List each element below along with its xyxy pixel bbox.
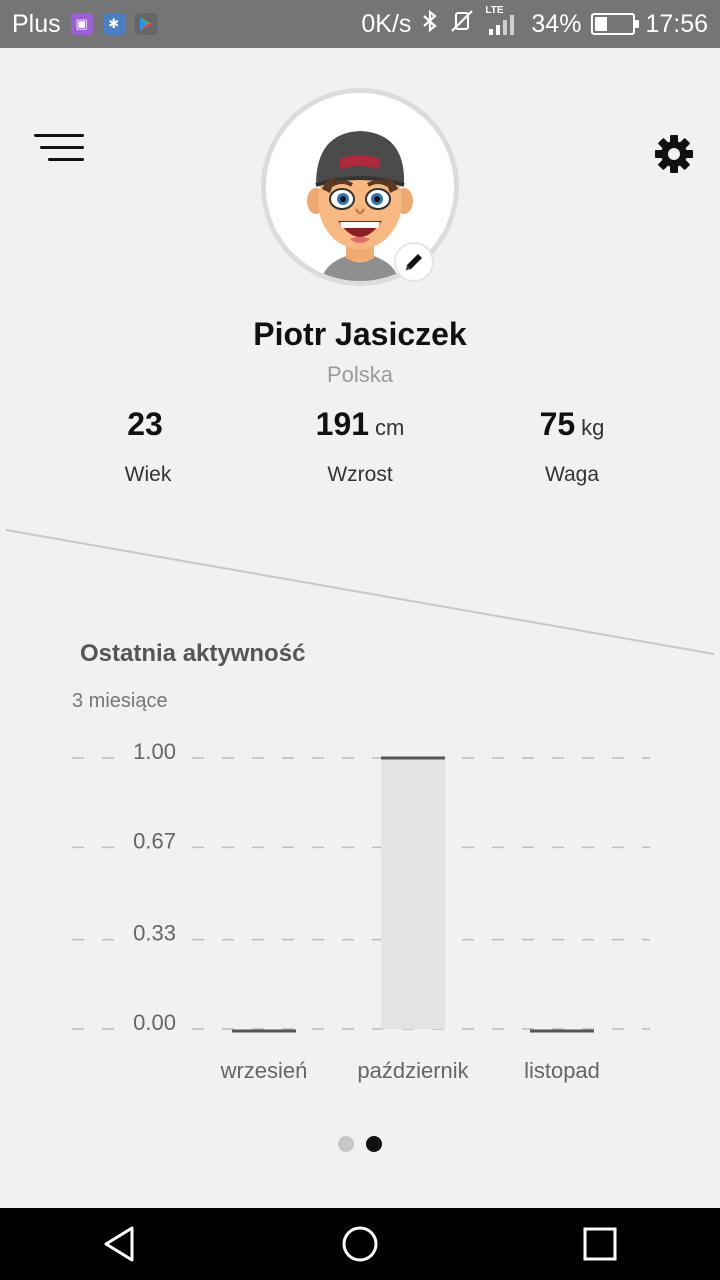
activity-range-label: 3 miesiące — [72, 690, 168, 712]
avatar-image — [266, 93, 454, 281]
profile-country: Polska — [326, 362, 394, 387]
navigation-bar — [0, 1208, 720, 1280]
stat-label: Waga — [544, 463, 600, 486]
pencil-icon — [406, 254, 422, 270]
section-divider — [5, 529, 715, 655]
back-triangle-icon — [104, 1226, 134, 1262]
stat-label: Wzrost — [327, 463, 393, 486]
tick-label-bg — [124, 1007, 188, 1035]
network-speed: 0K/s — [361, 9, 412, 38]
bluetooth-icon — [421, 9, 439, 39]
battery-icon — [591, 13, 640, 35]
recents-square-icon — [583, 1227, 617, 1261]
tick-label-bg — [124, 917, 188, 946]
gear-icon — [655, 135, 693, 173]
edit-avatar-button[interactable] — [394, 242, 434, 282]
battery-percent: 34% — [531, 9, 582, 38]
tick-label-bg — [124, 736, 188, 764]
stat-value: 75 — [539, 406, 576, 442]
gallery-app-icon: ▣ — [70, 13, 93, 35]
pager-dot[interactable] — [338, 1136, 354, 1152]
menu-icon-line — [40, 146, 84, 149]
recents-button[interactable] — [565, 1214, 635, 1274]
menu-button[interactable] — [34, 132, 86, 164]
stat-unit: cm — [375, 415, 405, 440]
y-tick-label: 0.33 — [133, 921, 176, 946]
stat-value: 23 — [127, 406, 163, 442]
menu-icon-line — [34, 134, 84, 137]
network-type-label: LTE — [485, 5, 504, 16]
home-circle-icon — [342, 1226, 378, 1262]
menu-icon-line — [48, 158, 84, 161]
settings-button[interactable] — [652, 132, 696, 176]
bluetooth-app-icon: ✱ — [102, 13, 125, 35]
stat-label: Wiek — [124, 463, 172, 486]
x-tick-label: wrzesień — [220, 1058, 308, 1083]
status-bar: Plus ▣ ✱ 0K/s LTE — [0, 0, 720, 48]
home-button[interactable] — [325, 1214, 395, 1274]
signal-icon: LTE — [485, 5, 521, 37]
stat-weight: 75 kg Waga — [452, 406, 692, 487]
profile-name: Piotr Jasiczek — [253, 316, 467, 352]
activity-title: Ostatnia aktywność — [80, 640, 306, 667]
tick-label-bg — [124, 825, 188, 854]
clock: 17:56 — [645, 9, 708, 38]
activity-chart: 0.00 0.33 0.67 1.00 wrzesień październik listo… — [72, 736, 650, 1083]
play-store-icon — [134, 13, 157, 35]
stat-age: 23 Wiek — [28, 406, 268, 487]
y-tick-label: 1.00 — [133, 739, 176, 764]
bar — [381, 758, 445, 1029]
stat-value: 191 — [315, 406, 370, 442]
x-tick-label: październik — [357, 1058, 469, 1083]
carrier-label: Plus — [12, 9, 61, 38]
y-tick-label: 0.67 — [133, 828, 176, 853]
stat-unit: kg — [581, 415, 605, 440]
vibrate-mute-icon — [449, 9, 475, 39]
avatar[interactable] — [261, 88, 459, 286]
pager-dot-active[interactable] — [366, 1136, 382, 1152]
y-tick-label: 0.00 — [133, 1010, 176, 1035]
back-button[interactable] — [85, 1214, 155, 1274]
pager-dots — [0, 1136, 720, 1152]
x-tick-label: listopad — [524, 1058, 600, 1083]
stat-height: 191 cm Wzrost — [240, 406, 480, 487]
